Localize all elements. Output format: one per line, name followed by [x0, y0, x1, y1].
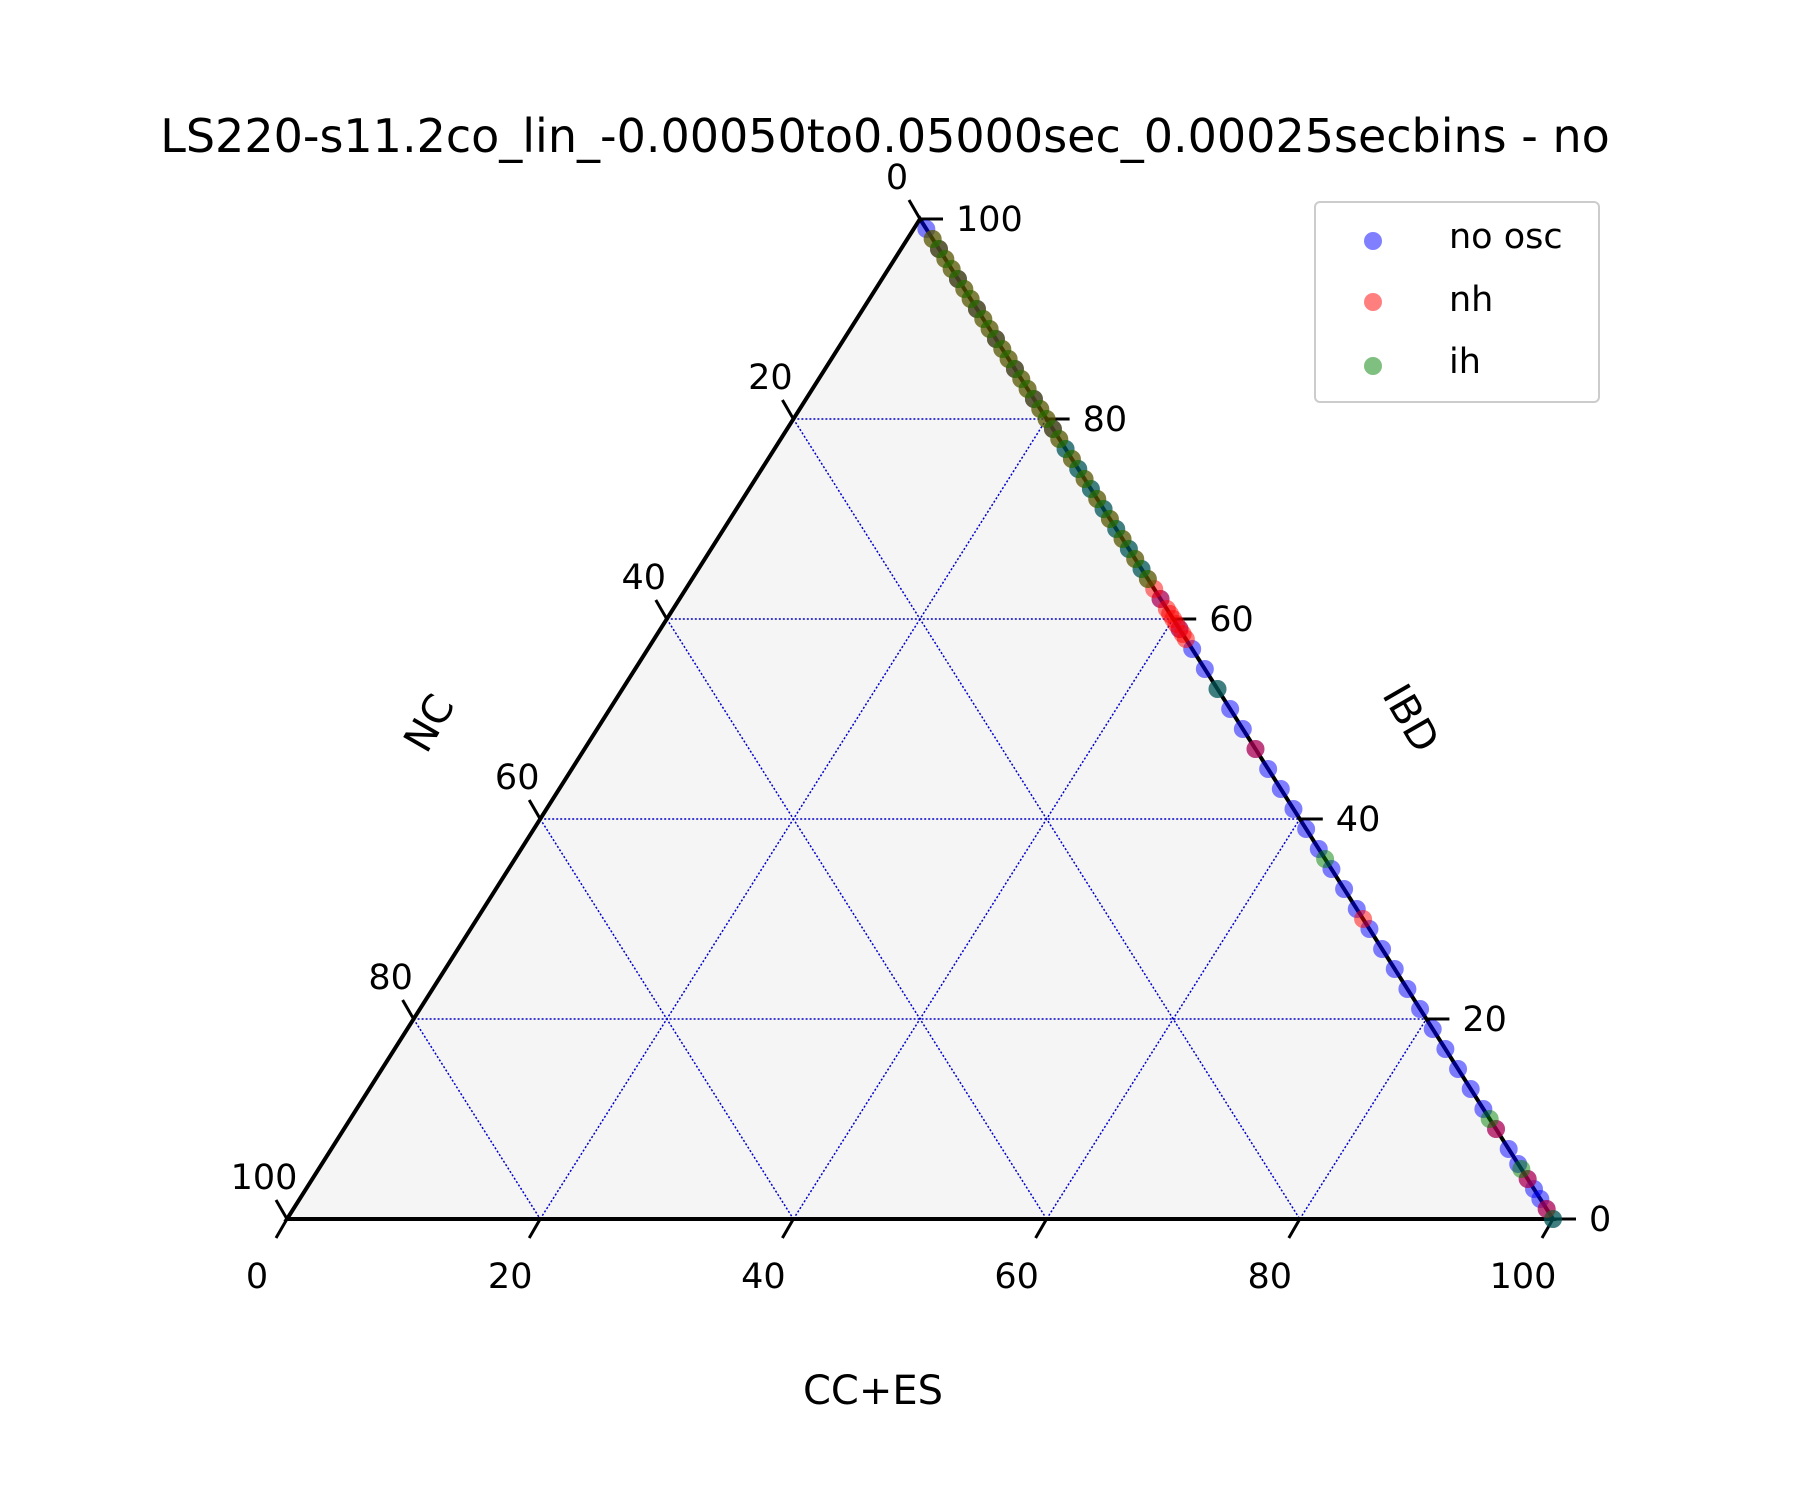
- bottom-tick-label: 40: [741, 1257, 786, 1297]
- bottom-axis-label: CC+ES: [803, 1368, 943, 1414]
- bottom-tick: [1034, 1218, 1048, 1239]
- grid-line: [412, 1018, 541, 1220]
- data-point-no-osc: [1398, 980, 1417, 998]
- data-point-no-osc: [1373, 940, 1392, 958]
- data-point-nh: [1176, 630, 1195, 648]
- left-tick-label: 60: [495, 758, 540, 798]
- data-points: [917, 220, 1562, 1228]
- legend: no osc nh ih: [1314, 201, 1600, 403]
- legend-label-ih: ih: [1449, 342, 1481, 382]
- legend-label-no-osc: no osc: [1449, 217, 1563, 257]
- legend-marker-nh: [1364, 293, 1382, 311]
- data-point-no-osc: [1461, 1080, 1480, 1098]
- left-tick-label: 40: [622, 558, 667, 598]
- bottom-tick-label: 20: [488, 1257, 533, 1297]
- grid-line: [1299, 1018, 1428, 1220]
- data-point-ih: [1544, 1210, 1562, 1228]
- right-tick-label: 80: [1083, 400, 1128, 440]
- bottom-tick-label: 0: [246, 1257, 268, 1297]
- left-tick: [907, 199, 922, 220]
- grid-line: [1045, 818, 1301, 1220]
- legend-marker-ih: [1364, 357, 1382, 375]
- legend-label-nh: nh: [1449, 280, 1493, 320]
- bottom-tick: [781, 1218, 795, 1239]
- data-point-no-osc: [1449, 1060, 1468, 1078]
- data-point-nh: [1354, 910, 1373, 928]
- right-tick-label: 40: [1336, 800, 1381, 840]
- left-axis-label: NC: [395, 687, 464, 760]
- data-point-no-osc: [1195, 660, 1214, 678]
- legend-box: [1314, 201, 1600, 403]
- left-tick-label: 0: [886, 158, 908, 198]
- data-point-no-osc: [1335, 880, 1354, 898]
- data-point-no-osc: [1297, 820, 1316, 838]
- left-tick-label: 100: [231, 1158, 298, 1198]
- data-point-no-osc: [1411, 1000, 1430, 1018]
- data-point-nh: [1246, 740, 1265, 758]
- triangle-frame: [283, 215, 1557, 1221]
- data-point-ih: [1316, 850, 1335, 868]
- data-point-no-osc: [1436, 1040, 1455, 1058]
- bottom-tick: [274, 1218, 289, 1239]
- grid-lines: [412, 418, 1428, 1220]
- data-point-ih: [1138, 570, 1157, 588]
- bottom-tick-label: 60: [994, 1257, 1039, 1297]
- data-point-no-osc: [1385, 960, 1404, 978]
- bottom-tick: [527, 1218, 542, 1239]
- data-point-no-osc: [1423, 1020, 1442, 1038]
- left-tick-label: 80: [368, 958, 413, 998]
- data-point-no-osc: [1221, 700, 1240, 718]
- right-tick-label: 60: [1209, 600, 1254, 640]
- legend-marker-no-osc: [1364, 232, 1382, 250]
- bottom-tick-label: 80: [1248, 1257, 1293, 1297]
- axis-ticks: 0 0 0 20 20 20 40 40 40 60 60 60 80 80 80 100 100 100: [231, 158, 1612, 1297]
- left-tick-label: 20: [748, 358, 793, 398]
- data-point-no-osc: [1259, 760, 1278, 778]
- right-tick-label: 20: [1462, 1000, 1507, 1040]
- left-tick: [527, 799, 542, 820]
- left-tick: [654, 599, 669, 620]
- bottom-tick: [1287, 1218, 1302, 1239]
- left-tick: [401, 999, 415, 1020]
- right-axis-label: IBD: [1373, 677, 1448, 761]
- left-tick: [274, 1199, 289, 1220]
- left-tick: [781, 399, 795, 420]
- chart-title: LS220-s11.2co_lin_-0.00050to0.05000sec_0…: [160, 109, 1610, 163]
- grid-line: [539, 818, 795, 1220]
- data-point-no-osc: [1499, 1140, 1518, 1158]
- right-tick-label: 100: [956, 200, 1023, 240]
- right-tick-label: 0: [1589, 1200, 1611, 1240]
- data-point-ih: [1480, 1110, 1499, 1128]
- data-point-ih: [1208, 680, 1227, 698]
- data-point-no-osc: [1233, 720, 1252, 738]
- data-point-no-osc: [1284, 800, 1303, 818]
- plot-area: [287, 219, 1553, 1219]
- bottom-tick-label: 100: [1490, 1257, 1557, 1297]
- data-point-no-osc: [1271, 780, 1290, 798]
- data-point-ih: [1512, 1160, 1531, 1178]
